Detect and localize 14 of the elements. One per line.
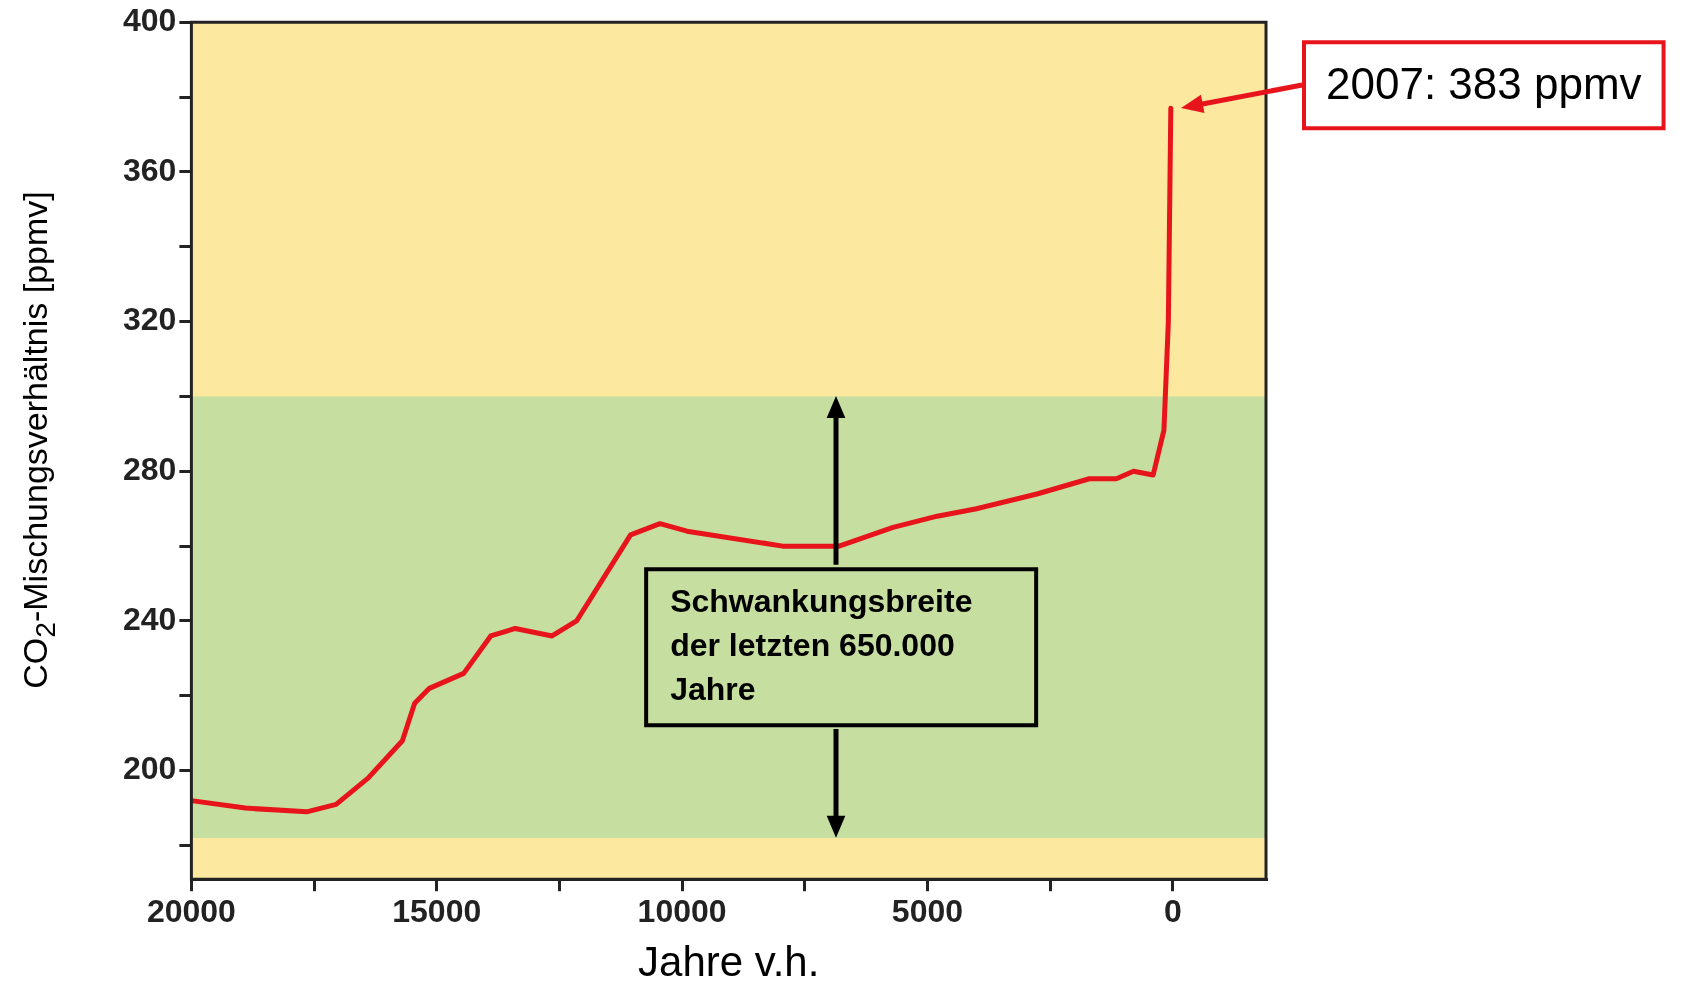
text: 2007: 383 ppmv <box>1326 59 1642 109</box>
y-tick-label: 200 <box>123 750 177 787</box>
y-tick-label: 400 <box>123 2 177 39</box>
x-axis-title: Jahre v.h. <box>638 938 820 986</box>
y-tick-label: 240 <box>123 600 177 637</box>
y-tick-label: 280 <box>123 451 177 488</box>
x-tick-label: 20000 <box>146 893 236 930</box>
y-tick-label: 360 <box>123 151 177 188</box>
y-tick-label: 320 <box>123 301 177 338</box>
band-label: Schwankungsbreite der letzten 650.000 Jahre <box>670 583 973 708</box>
x-tick-label: 15000 <box>392 893 482 930</box>
x-tick-label: 5000 <box>891 893 964 930</box>
x-tick-label: 0 <box>1163 893 1182 930</box>
x-tick-label: 10000 <box>637 893 727 930</box>
